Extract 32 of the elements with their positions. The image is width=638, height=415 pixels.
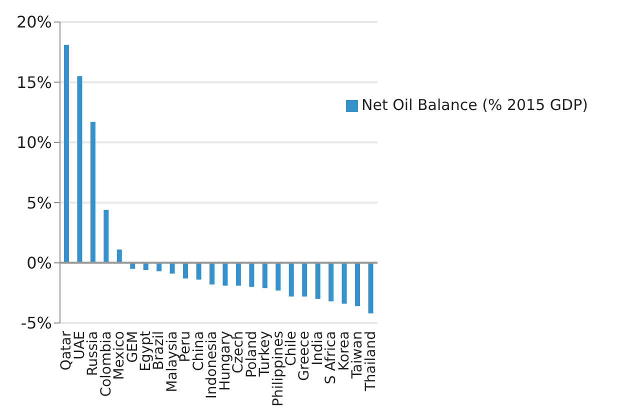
y-tick-label: -5% [20,314,52,333]
bar [64,44,69,263]
x-tick-label: S Africa [323,331,340,384]
x-tick-label: Thailand [362,331,379,392]
bar [236,262,241,286]
x-tick-label: Qatar [58,330,75,370]
bar [315,262,320,299]
bar [302,262,308,297]
bar [116,250,122,263]
y-tick-label: 20% [16,12,52,32]
bar [355,262,360,306]
bar [196,262,202,280]
x-tick-label: Chile [284,331,300,366]
bar [262,262,268,288]
bar [276,262,281,290]
bar [90,122,96,263]
bar [328,262,334,302]
x-tick-label: Malaysia [164,331,180,392]
y-tick-label: 15% [16,72,52,92]
bar [249,262,254,287]
bar [368,262,374,314]
bar [104,210,109,263]
bar [77,76,82,263]
bar [342,262,347,304]
bar [209,262,214,284]
bar [222,262,228,286]
bar [183,262,188,278]
legend-label: Net Oil Balance (% 2015 GDP) [362,96,588,114]
y-tick-label: 10% [16,133,52,152]
bar [288,262,294,297]
y-tick-label: 5% [26,193,52,212]
y-tick-label: 0% [26,253,52,272]
